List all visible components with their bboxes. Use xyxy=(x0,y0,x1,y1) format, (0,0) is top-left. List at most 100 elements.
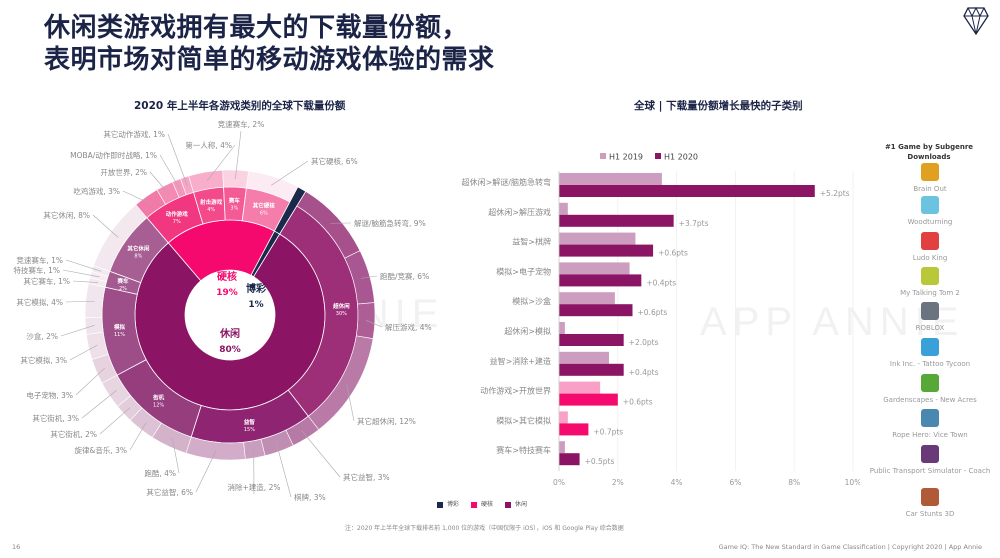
subgenre-share: 4% xyxy=(207,207,215,213)
bar-chart: 0% 2% 4% 6% 8% 10% H1 2019 H1 2020 超休闲>解谜/脑筋急转弯 +… xyxy=(462,153,860,488)
category-label: 益智>棋牌 xyxy=(512,237,551,247)
legend-swatch xyxy=(655,153,661,159)
bar-h1-2020 xyxy=(559,393,618,406)
bar-h1-2019 xyxy=(559,292,615,305)
subgenre-name: 其它休闲 xyxy=(127,244,150,252)
game-item: Ink Inc. - Tattoo Tycoon xyxy=(860,338,1000,369)
game-app-icon xyxy=(921,302,939,320)
leader-line xyxy=(122,190,152,205)
bar-h1-2019 xyxy=(559,202,568,215)
game-app-icon xyxy=(921,196,939,214)
game-item: Rope Hero: Vice Town xyxy=(860,409,1000,440)
category-label: 超休闲>模拟 xyxy=(504,326,551,336)
leaf-segment xyxy=(355,302,376,340)
genre-share: 19% xyxy=(216,288,238,298)
game-app-icon xyxy=(921,267,939,285)
leader-line xyxy=(62,269,100,278)
game-item: ROBLOX xyxy=(860,302,1000,333)
bar-h1-2020 xyxy=(559,363,624,376)
genre-share: 80% xyxy=(219,345,241,355)
bar-h1-2020 xyxy=(559,453,580,466)
game-item: Woodturning xyxy=(860,196,1000,227)
game-name: Public Transport Simulator - Coach xyxy=(869,467,991,475)
game-item: Gardenscapes - New Acres xyxy=(860,374,1000,405)
game-name: Brain Out xyxy=(913,185,947,193)
leader-line xyxy=(172,438,180,474)
subgenre-share: 3% xyxy=(230,206,238,212)
x-tick-label: 2% xyxy=(612,478,624,487)
bar-h1-2019 xyxy=(559,322,565,334)
category-label: 模拟>电子宠物 xyxy=(496,266,551,276)
genre-name: 硬核 xyxy=(217,270,237,283)
legend-label: 硬核 xyxy=(481,501,494,508)
x-tick-label: 10% xyxy=(845,478,860,487)
leaf-label: 沙盒, 2% xyxy=(26,331,58,341)
bar-h1-2019 xyxy=(559,232,636,245)
leader-line xyxy=(167,133,188,186)
leader-line xyxy=(72,280,98,283)
rings xyxy=(84,169,376,461)
legend-swatch xyxy=(437,501,443,508)
subgenre-name: 赛车 xyxy=(228,197,241,205)
subgenre-share: 6% xyxy=(260,211,268,217)
genre-segment-outer xyxy=(273,186,307,235)
leaf-label: 解谜/脑筋急转弯, 9% xyxy=(354,218,426,228)
x-tick-label: 4% xyxy=(671,478,683,487)
x-tick-label: 0% xyxy=(553,478,565,487)
category-label: 模拟>其它模拟 xyxy=(496,415,551,425)
leader-line xyxy=(195,450,217,493)
legend-item-gambling: 博彩 xyxy=(437,499,459,508)
subgenre-name: 模拟 xyxy=(114,323,126,331)
game-name: Gardenscapes - New Acres xyxy=(883,396,977,404)
leaf-label: 竞速赛车, 2% xyxy=(218,119,265,129)
leaf-label: 开放世界, 2% xyxy=(100,167,147,177)
leader-line xyxy=(81,389,117,419)
leader-line xyxy=(346,384,355,422)
leaf-label: 其它益智, 3% xyxy=(343,472,390,482)
bar-chart-title: 全球 | 下载量份额增长最快的子类别 xyxy=(634,100,803,112)
category-label: 益智>消除+建造 xyxy=(490,356,551,366)
leaf-label: 跑酷/竞赛, 6% xyxy=(380,271,429,281)
genre-share: 1% xyxy=(248,300,263,310)
data-label: +3.7pts xyxy=(679,219,709,228)
subgenre-name: 超休闲 xyxy=(332,302,350,310)
game-item: My Talking Tom 2 xyxy=(860,267,1000,298)
legend-swatch xyxy=(600,153,606,159)
leaf-segment xyxy=(222,169,249,189)
leader-line xyxy=(99,407,131,435)
category-label: 赛车>特技赛车 xyxy=(496,445,551,455)
sunburst-title: 2020 年上半年各游戏类别的全球下载量份额 xyxy=(134,100,346,112)
subgenre-name: 其它硬核 xyxy=(253,202,276,210)
center-hole xyxy=(185,270,275,360)
bar-h1-2020 xyxy=(559,423,589,436)
leaf-label: 竞速赛车, 1% xyxy=(16,255,63,265)
title-line-1: 休闲类游戏拥有最大的下载量份额， xyxy=(44,13,469,43)
subgenre-share: 8% xyxy=(134,253,142,259)
data-label: +0.5pts xyxy=(585,457,615,466)
leaf-label: 其它模拟, 4% xyxy=(16,297,63,307)
legend-label: H1 2020 xyxy=(664,153,698,162)
game-app-icon xyxy=(921,338,939,356)
bar-h1-2020 xyxy=(559,334,624,346)
data-label: +0.4pts xyxy=(629,368,659,377)
x-tick-label: 8% xyxy=(788,478,800,487)
leader-line xyxy=(92,214,119,238)
legend-swatch xyxy=(471,501,478,508)
leaf-label: MOBA/动作即时战略, 1% xyxy=(70,150,157,160)
leader-line xyxy=(271,160,309,186)
games-title: #1 Game by Subgenre Downloads xyxy=(884,143,974,161)
data-label: +0.6pts xyxy=(623,398,653,407)
game-name: Rope Hero: Vice Town xyxy=(892,431,968,439)
game-item: Car Stunts 3D xyxy=(860,488,1000,519)
leaf-label: 其它硬核, 6% xyxy=(311,156,358,166)
leaf-segment xyxy=(243,438,266,460)
subgenre-share: 7% xyxy=(173,219,181,225)
game-app-icon xyxy=(921,232,939,250)
bar-h1-2019 xyxy=(559,173,662,185)
leader-line xyxy=(75,367,105,396)
sunburst-legend: 博彩 硬核 休闲 xyxy=(437,499,527,508)
leaf-label: 其它益智, 6% xyxy=(146,487,193,497)
game-item: Ludo King xyxy=(860,232,1000,263)
game-app-icon xyxy=(921,488,939,506)
